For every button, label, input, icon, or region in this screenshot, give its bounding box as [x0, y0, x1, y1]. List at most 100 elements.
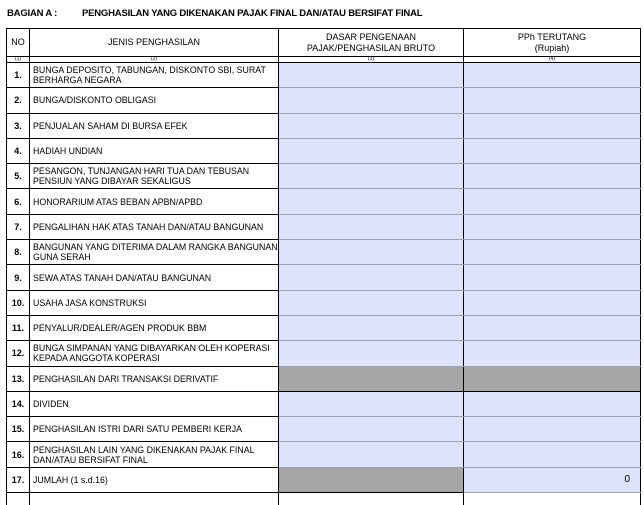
table-row: 17. JUMLAH (1 s.d.16) 0 [6, 466, 641, 494]
table-row: 16. PENGHASILAN LAIN YANG DIKENAKAN PAJA… [6, 441, 641, 468]
dasar-input [278, 466, 464, 494]
row-label: SEWA ATAS TANAH DAN/ATAU BANGUNAN [29, 264, 279, 291]
row-label: DIVIDEN [29, 390, 279, 418]
table-continuation [6, 492, 641, 505]
row-number: 8. [6, 239, 30, 266]
row-label: BUNGA/DISKONTO OBLIGASI [29, 87, 279, 114]
header-no: NO [6, 28, 30, 57]
header-dasar: DASAR PENGENAAN PAJAK/PENGHASILAN BRUTO [278, 28, 464, 57]
row-number: 9. [6, 264, 30, 291]
section-label: BAGIAN A : [7, 8, 58, 19]
header-dasar-line1: DASAR PENGENAAN [325, 31, 417, 42]
row-number: 14. [6, 390, 30, 418]
pph-input[interactable] [463, 61, 641, 89]
row-number: 7. [6, 213, 30, 241]
dasar-input[interactable] [278, 87, 464, 114]
table-row: 3. PENJUALAN SAHAM DI BURSA EFEK [6, 112, 641, 139]
dasar-input[interactable] [278, 441, 464, 468]
row-label: USAHA JASA KONSTRUKSI [29, 289, 279, 316]
row-label: HADIAH UNDIAN [29, 137, 279, 165]
row-number: 15. [6, 416, 30, 443]
table-row: 1. BUNGA DEPOSITO, TABUNGAN, DISKONTO SB… [6, 61, 641, 89]
row-number: 1. [6, 61, 30, 89]
dasar-input[interactable] [278, 416, 464, 443]
dasar-input [278, 365, 464, 392]
dasar-input[interactable] [278, 163, 464, 190]
dasar-input[interactable] [278, 239, 464, 266]
pph-input[interactable] [463, 289, 641, 316]
row-number: 13. [6, 365, 30, 392]
pph-input [463, 365, 641, 392]
dasar-input[interactable] [278, 390, 464, 418]
dasar-input[interactable] [278, 188, 464, 215]
row-label: PENGALIHAN HAK ATAS TANAH DAN/ATAU BANGU… [29, 213, 279, 241]
row-number: 12. [6, 340, 30, 367]
blank-cell [6, 492, 30, 505]
row-label: PESANGON, TUNJANGAN HARI TUA DAN TEBUSAN… [29, 163, 279, 190]
dasar-input[interactable] [278, 340, 464, 367]
row-number: 17. [6, 466, 30, 494]
row-label: PENGHASILAN ISTRI DARI SATU PEMBERI KERJ… [29, 416, 279, 443]
blank-cell [463, 492, 641, 505]
table-row: 7. PENGALIHAN HAK ATAS TANAH DAN/ATAU BA… [6, 213, 641, 241]
header-dasar-line2: PAJAK/PENGHASILAN BRUTO [306, 42, 436, 53]
row-label: JUMLAH (1 s.d.16) [29, 466, 279, 494]
pph-input[interactable]: 0 [463, 466, 641, 494]
pph-input[interactable] [463, 264, 641, 291]
pph-input[interactable] [463, 239, 641, 266]
dasar-input[interactable] [278, 137, 464, 165]
table-row: 12. BUNGA SIMPANAN YANG DIBAYARKAN OLEH … [6, 340, 641, 367]
dasar-input[interactable] [278, 314, 464, 342]
dasar-input[interactable] [278, 61, 464, 89]
row-label: PENYALUR/DEALER/AGEN PRODUK BBM [29, 314, 279, 342]
section-title: PENGHASILAN YANG DIKENAKAN PAJAK FINAL D… [82, 8, 423, 19]
table-row: 6. HONORARIUM ATAS BEBAN APBN/APBD [6, 188, 641, 215]
table-row: 13. PENGHASILAN DARI TRANSAKSI DERIVATIF [6, 365, 641, 392]
pph-input[interactable] [463, 137, 641, 165]
pph-input[interactable] [463, 213, 641, 241]
blank-cell [278, 492, 464, 505]
table-row: 14. DIVIDEN [6, 390, 641, 418]
row-number: 2. [6, 87, 30, 114]
row-number: 3. [6, 112, 30, 139]
table-row: 2. BUNGA/DISKONTO OBLIGASI [6, 87, 641, 114]
table-row: 4. HADIAH UNDIAN [6, 137, 641, 165]
row-number: 6. [6, 188, 30, 215]
blank-cell [29, 492, 279, 505]
pph-input[interactable] [463, 163, 641, 190]
row-label: PENJUALAN SAHAM DI BURSA EFEK [29, 112, 279, 139]
dasar-input[interactable] [278, 264, 464, 291]
table-row: 5. PESANGON, TUNJANGAN HARI TUA DAN TEBU… [6, 163, 641, 190]
pph-input[interactable] [463, 340, 641, 367]
row-label: BUNGA SIMPANAN YANG DIBAYARKAN OLEH KOPE… [29, 340, 279, 367]
table-row: 9. SEWA ATAS TANAH DAN/ATAU BANGUNAN [6, 264, 641, 291]
row-label: HONORARIUM ATAS BEBAN APBN/APBD [29, 188, 279, 215]
pph-input[interactable] [463, 441, 641, 468]
row-label: PENGHASILAN LAIN YANG DIKENAKAN PAJAK FI… [29, 441, 279, 468]
header-pph-line1: PPh TERUTANG [517, 31, 587, 42]
pph-input[interactable] [463, 390, 641, 418]
row-number: 11. [6, 314, 30, 342]
section-heading: BAGIAN A : PENGHASILAN YANG DIKENAKAN PA… [7, 8, 423, 19]
dasar-input[interactable] [278, 112, 464, 139]
header-pph-line2: (Rupiah) [534, 42, 570, 53]
pph-input[interactable] [463, 188, 641, 215]
row-number: 10. [6, 289, 30, 316]
table-row: 10. USAHA JASA KONSTRUKSI [6, 289, 641, 316]
row-label: PENGHASILAN DARI TRANSAKSI DERIVATIF [29, 365, 279, 392]
final-income-table: NO JENIS PENGHASILAN DASAR PENGENAAN PAJA… [6, 28, 641, 505]
table-row: 11. PENYALUR/DEALER/AGEN PRODUK BBM [6, 314, 641, 342]
row-label: BANGUNAN YANG DITERIMA DALAM RANGKA BANG… [29, 239, 279, 266]
table-row: 8. BANGUNAN YANG DITERIMA DALAM RANGKA B… [6, 239, 641, 266]
row-label: BUNGA DEPOSITO, TABUNGAN, DISKONTO SBI, … [29, 61, 279, 89]
pph-input[interactable] [463, 87, 641, 114]
row-number: 16. [6, 441, 30, 468]
header-pph: PPh TERUTANG (Rupiah) [463, 28, 641, 57]
table-row: 15. PENGHASILAN ISTRI DARI SATU PEMBERI … [6, 416, 641, 443]
dasar-input[interactable] [278, 213, 464, 241]
row-number: 5. [6, 163, 30, 190]
pph-input[interactable] [463, 112, 641, 139]
pph-input[interactable] [463, 416, 641, 443]
pph-input[interactable] [463, 314, 641, 342]
dasar-input[interactable] [278, 289, 464, 316]
